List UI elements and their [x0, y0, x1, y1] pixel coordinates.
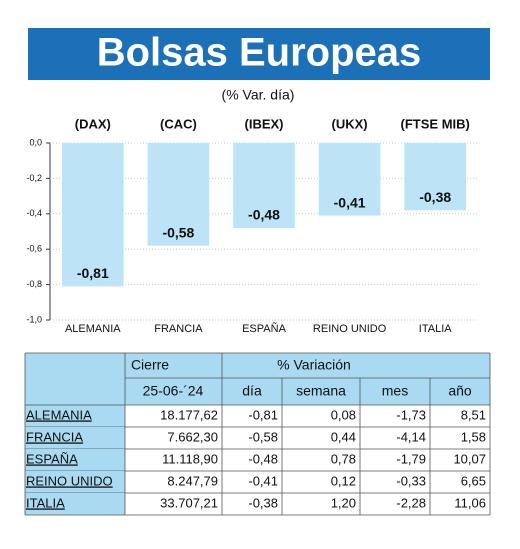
value-label: -0,58: [162, 224, 194, 240]
table-row-name: REINO UNIDO: [26, 473, 113, 488]
table-cell: -0,48: [248, 451, 278, 466]
bar: [61, 143, 124, 287]
table-header-bg: [25, 353, 490, 405]
table-group-label: % Variación: [277, 357, 351, 373]
ticker-label: (DAX): [75, 116, 111, 131]
table-cell: -0,41: [248, 473, 278, 488]
table-row-name: FRANCIA: [26, 429, 83, 444]
x-tick-label: ESPAÑA: [242, 322, 286, 335]
table-cell: 1,20: [331, 495, 356, 510]
x-tick-label: ALEMANIA: [65, 323, 121, 335]
table-cell: -0,38: [248, 495, 278, 510]
table-cell: -0,33: [396, 473, 426, 488]
table-cell: -1,79: [396, 451, 426, 466]
table-cell: -2,28: [396, 495, 426, 510]
table-cell: 0,08: [331, 407, 356, 422]
table-cell: -0,58: [248, 429, 278, 444]
table-name-bg: [25, 471, 125, 493]
chart-title: Bolsas Europeas: [97, 31, 422, 75]
table-column-header: semana: [296, 383, 346, 399]
value-label: -0,38: [419, 189, 451, 205]
table-column-header: año: [448, 383, 472, 399]
table-cell: 0,78: [331, 451, 356, 466]
table-group-label: Cierre: [131, 357, 169, 373]
bar: [404, 143, 467, 211]
table-column-header: día: [242, 383, 262, 399]
y-tick-label: -0,2: [26, 173, 42, 183]
bar: [147, 143, 210, 246]
table-cell: 1,58: [461, 429, 486, 444]
bar: [233, 143, 295, 228]
ticker-label: (FTSE MIB): [401, 116, 470, 131]
y-tick-label: -0,8: [26, 279, 42, 289]
table-cell: 10,07: [453, 451, 486, 466]
table-cell: 7.662,30: [167, 429, 218, 444]
y-tick-label: -1,0: [26, 314, 42, 324]
value-label: -0,81: [77, 265, 109, 281]
ticker-label: (CAC): [160, 116, 197, 131]
y-tick-label: 0,0: [29, 137, 42, 147]
y-tick-label: -0,4: [26, 208, 42, 218]
value-label: -0,48: [248, 207, 280, 223]
table-cell: 11,06: [454, 495, 486, 510]
table-cell: -1,73: [396, 407, 426, 422]
value-label: -0,41: [334, 194, 366, 210]
table-cell: 11.118,90: [162, 451, 218, 466]
table-date: 25-06-´24: [143, 383, 204, 399]
table-row-name: ALEMANIA: [26, 407, 92, 422]
table-name-bg: [25, 427, 125, 449]
title-banner: [28, 28, 490, 80]
table-cell: 6,65: [461, 473, 486, 488]
ticker-label: (IBEX): [245, 116, 284, 131]
table-cell: 0,12: [331, 473, 356, 488]
bar: [318, 143, 381, 216]
chart-subtitle: (% Var. día): [222, 87, 295, 103]
table-name-bg: [25, 449, 125, 471]
table-row-name: ITALIA: [26, 495, 65, 510]
table-cell: 18.177,62: [160, 407, 218, 422]
x-tick-label: REINO UNIDO: [313, 323, 387, 335]
table-row-name: ESPAÑA: [26, 451, 78, 466]
y-tick-label: -0,6: [26, 244, 42, 254]
table-cell: -0,81: [248, 407, 278, 422]
table-cell: 33.707,21: [160, 495, 218, 510]
table-cell: 0,44: [331, 429, 356, 444]
x-tick-label: ITALIA: [419, 323, 452, 335]
table-name-bg: [25, 405, 125, 427]
table-cell: -4,14: [396, 429, 426, 444]
table-cell: 8,51: [461, 407, 486, 422]
table-name-bg: [25, 493, 125, 515]
table-column-header: mes: [382, 383, 408, 399]
table-cell: 8.247,79: [167, 473, 218, 488]
ticker-label: (UKX): [332, 116, 368, 131]
x-tick-label: FRANCIA: [154, 323, 203, 335]
